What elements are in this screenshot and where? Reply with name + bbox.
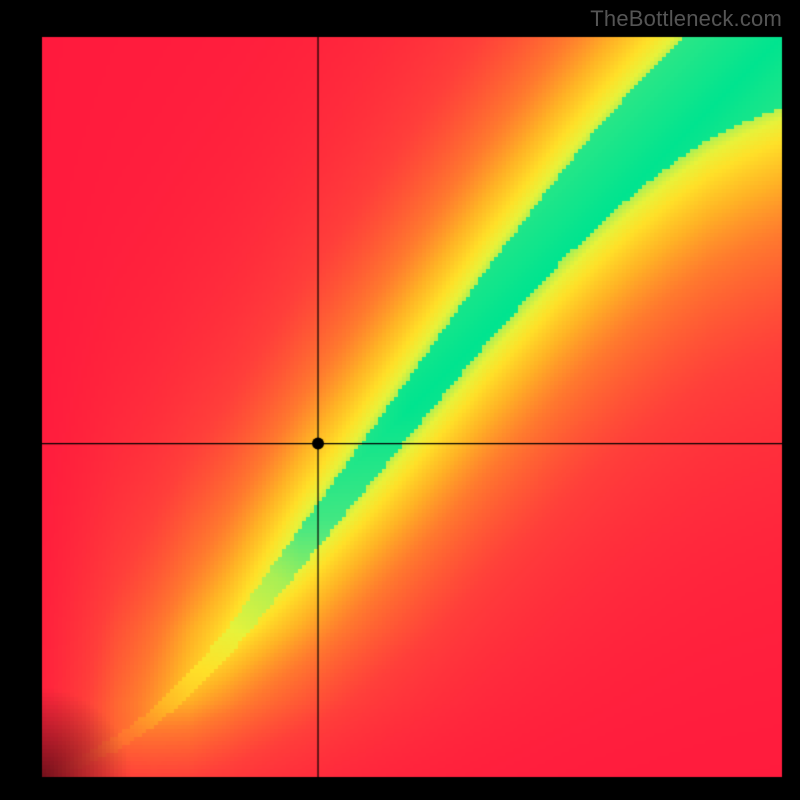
- watermark-text: TheBottleneck.com: [590, 6, 782, 32]
- chart-container: TheBottleneck.com: [0, 0, 800, 800]
- heatmap-canvas: [0, 0, 800, 800]
